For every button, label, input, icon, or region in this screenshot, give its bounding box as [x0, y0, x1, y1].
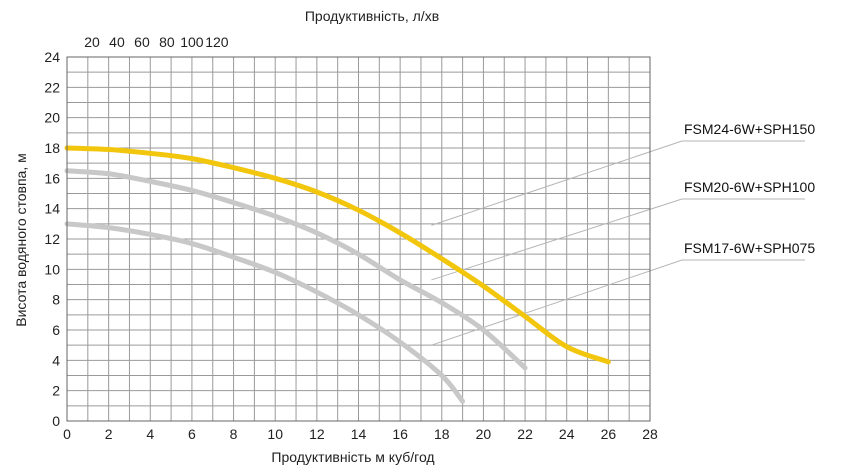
series-line-fsm17-6w-sph075	[64, 221, 466, 404]
x2-tick-label: 60	[134, 34, 150, 50]
y-tick-label: 10	[44, 261, 60, 277]
x2-tick-label: 80	[159, 34, 175, 50]
x-axis-title: Продуктивність м куб/год	[271, 449, 434, 465]
x-tick-label: 24	[559, 426, 575, 442]
x-tick-label: 20	[476, 426, 492, 442]
legend: FSM24-6W+SPH150 FSM20-6W+SPH100 FSM17-6W+S…	[684, 121, 815, 256]
tick-labels: 0 2 4 6 8 10 12 14 16 18 20 22 24 26 28024681012141618…	[44, 34, 658, 442]
x-tick-label: 8	[230, 426, 238, 442]
x-tick-label: 14	[351, 426, 367, 442]
legend-leader-line	[431, 140, 683, 226]
x2-tick-label: 100	[180, 34, 204, 50]
x2-tick-label: 120	[205, 34, 229, 50]
legend-label: FSM20-6W+SPH100	[684, 179, 815, 195]
series-lines	[64, 145, 611, 404]
legend-leader-line	[431, 198, 683, 281]
x-tick-label: 10	[267, 426, 283, 442]
y-tick-label: 20	[44, 110, 60, 126]
x2-tick-label: 20	[84, 34, 100, 50]
y-tick-label: 14	[44, 201, 60, 217]
legend-leader-line	[431, 259, 683, 346]
x-tick-label: 6	[188, 426, 196, 442]
grid	[66, 56, 651, 422]
y-tick-label: 12	[44, 231, 60, 247]
axes	[66, 56, 651, 422]
x-tick-label: 28	[642, 426, 658, 442]
y-tick-label: 6	[52, 322, 60, 338]
x-tick-label: 22	[517, 426, 533, 442]
x2-axis-title: Продуктивність, л/хв	[305, 8, 439, 24]
x-tick-label: 4	[146, 426, 154, 442]
y-tick-label: 8	[52, 292, 60, 308]
y-tick-label: 2	[52, 383, 60, 399]
y-tick-label: 4	[52, 352, 60, 368]
x-tick-label: 18	[434, 426, 450, 442]
x-tick-label: 16	[392, 426, 408, 442]
y-axis-title: Висота водяного стовпа, м	[13, 153, 29, 326]
y-tick-label: 16	[44, 170, 60, 186]
series-line-fsm24-6w-sph150	[64, 145, 611, 365]
x-tick-label: 12	[309, 426, 325, 442]
x-tick-label: 2	[105, 426, 113, 442]
x-tick-label: 0	[63, 426, 71, 442]
legend-label: FSM17-6W+SPH075	[684, 240, 815, 256]
plot-frame	[66, 56, 651, 422]
y-tick-label: 24	[44, 49, 60, 65]
y-tick-label: 0	[52, 413, 60, 429]
series-line-fsm20-6w-sph100	[64, 168, 528, 371]
x-tick-label: 26	[601, 426, 617, 442]
y-tick-label: 18	[44, 140, 60, 156]
legend-label: FSM24-6W+SPH150	[684, 121, 815, 137]
legend-leader-lines	[431, 140, 805, 346]
x2-tick-label: 40	[109, 34, 125, 50]
y-tick-label: 22	[44, 79, 60, 95]
